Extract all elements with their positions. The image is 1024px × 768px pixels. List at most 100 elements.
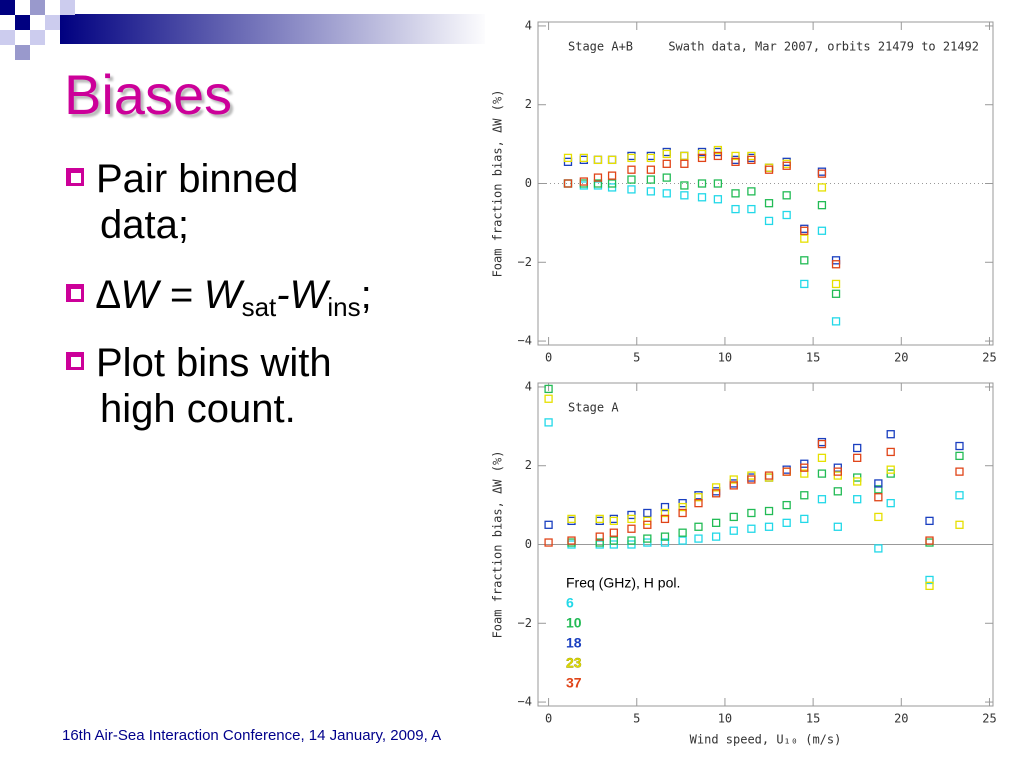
y-tick-label: 2: [525, 458, 532, 472]
marker: [711, 532, 721, 541]
marker: [853, 453, 862, 462]
marker: [627, 165, 636, 174]
y-tick-label: −4: [518, 695, 532, 709]
legend-entry: 6: [566, 595, 574, 611]
marker: [764, 165, 774, 174]
marker: [782, 210, 791, 220]
marker: [643, 534, 652, 543]
marker: [925, 516, 934, 526]
marker: [662, 149, 671, 159]
marker: [660, 532, 670, 541]
x-tick-label: 25: [982, 712, 996, 726]
marker: [886, 465, 895, 474]
x-tick-label: 20: [894, 351, 908, 365]
legend-entry: 18: [566, 635, 582, 651]
marker: [782, 500, 791, 510]
marker: [817, 226, 827, 235]
marker: [567, 514, 576, 524]
marker: [874, 512, 883, 522]
bullet: Pair binned data;: [66, 156, 298, 248]
marker: [544, 394, 553, 403]
marker: [800, 491, 809, 500]
marker: [800, 469, 809, 478]
marker: [747, 475, 756, 484]
bullet-text: ∆W = W: [96, 273, 242, 317]
marker: [925, 536, 934, 545]
marker: [563, 179, 573, 188]
bullet-text: sat: [241, 292, 277, 322]
y-tick-label: −2: [518, 616, 532, 630]
marker: [544, 538, 553, 547]
marker: [729, 526, 738, 535]
marker: [747, 508, 756, 518]
marker: [874, 479, 883, 488]
marker: [729, 481, 738, 490]
marker: [747, 524, 756, 533]
chart-background: [485, 14, 1024, 768]
marker: [874, 485, 883, 494]
x-tick-label: 25: [982, 351, 996, 365]
marker: [731, 151, 740, 161]
marker: [833, 467, 842, 476]
marker: [694, 522, 703, 531]
marker: [643, 520, 652, 529]
marker: [646, 153, 656, 163]
marker: [662, 173, 671, 182]
marker: [544, 418, 553, 427]
marker: [678, 502, 687, 512]
marker: [731, 189, 740, 198]
marker: [955, 467, 964, 476]
marker: [955, 491, 964, 500]
marker: [886, 430, 895, 439]
marker: [646, 165, 656, 174]
marker: [925, 575, 934, 585]
marker: [800, 234, 809, 243]
marker: [833, 522, 842, 531]
marker: [731, 157, 740, 166]
marker: [627, 153, 636, 163]
marker: [886, 498, 895, 508]
annotation: Stage A: [568, 401, 619, 415]
x-tick-label: 15: [806, 351, 820, 365]
y-axis-label: Foam fraction bias, ΔW (%): [491, 451, 505, 639]
annotation: Swath data, Mar 2007, orbits 21479 to 21…: [668, 40, 979, 54]
bullet: ∆W = Wsat-Wins;: [66, 272, 372, 320]
marker: [817, 469, 827, 478]
marker: [579, 153, 589, 163]
marker: [853, 443, 862, 453]
x-tick-label: 0: [545, 712, 552, 726]
marker: [831, 317, 841, 326]
marker: [627, 185, 636, 194]
marker: [731, 204, 740, 214]
marker: [678, 528, 687, 537]
bullet: Plot bins with high count.: [66, 340, 332, 432]
marker: [874, 493, 883, 502]
marker: [697, 179, 707, 188]
marker: [694, 493, 703, 502]
x-tick-label: 20: [894, 712, 908, 726]
marker: [747, 204, 756, 214]
slide-title: Biases: [64, 63, 233, 126]
marker: [713, 151, 723, 161]
marker: [747, 187, 756, 196]
marker: [660, 502, 670, 512]
x-tick-label: 15: [806, 712, 820, 726]
marker: [800, 256, 809, 265]
y-tick-label: 0: [525, 537, 532, 551]
marker: [567, 536, 576, 545]
marker: [680, 151, 689, 161]
x-tick-label: 10: [718, 351, 732, 365]
bullet-text: ;: [360, 273, 372, 317]
marker: [595, 532, 604, 541]
marker: [831, 289, 841, 298]
bullet-text: Plot bins with: [96, 341, 332, 385]
marker: [764, 471, 774, 480]
bullet-text: Pair binned: [96, 157, 299, 201]
marker: [713, 145, 723, 155]
y-tick-label: −2: [518, 255, 532, 269]
marker: [660, 514, 670, 524]
marker: [627, 524, 636, 533]
y-tick-label: 4: [525, 379, 532, 393]
marker: [874, 544, 883, 553]
